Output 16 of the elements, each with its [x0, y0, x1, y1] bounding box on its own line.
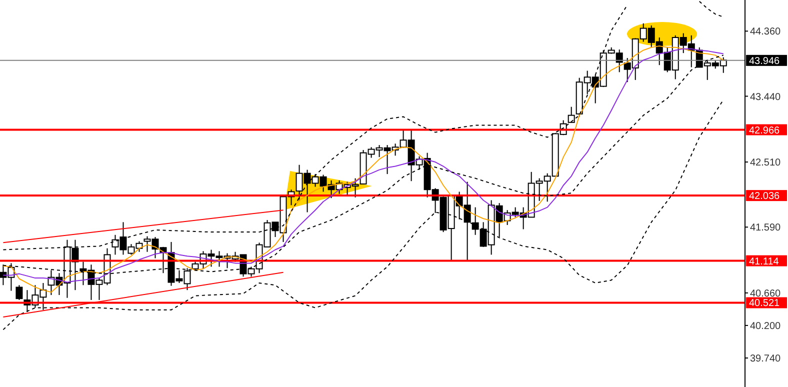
- y-tick-label: 41.590: [750, 222, 782, 234]
- line-series: [2, 99, 724, 330]
- y-tick-label: 39.740: [750, 354, 782, 365]
- y-tick-label: 44.360: [750, 26, 782, 38]
- ref-line-label: 42.036: [749, 191, 780, 202]
- ref-line-label: 40.521: [749, 298, 780, 310]
- ref-line-label: 42.966: [749, 125, 780, 136]
- y-tick-label: 43.440: [750, 92, 782, 103]
- line-series: [698, 0, 724, 18]
- candlestick: [16, 284, 23, 300]
- y-tick-label: 40.660: [750, 288, 782, 300]
- ref-line-label: 43.946: [749, 56, 780, 67]
- y-tick-label: 40.200: [750, 321, 782, 332]
- ref-line-label: 41.114: [749, 256, 780, 268]
- y-tick-label: 42.510: [750, 158, 782, 169]
- candlestick: [568, 106, 575, 123]
